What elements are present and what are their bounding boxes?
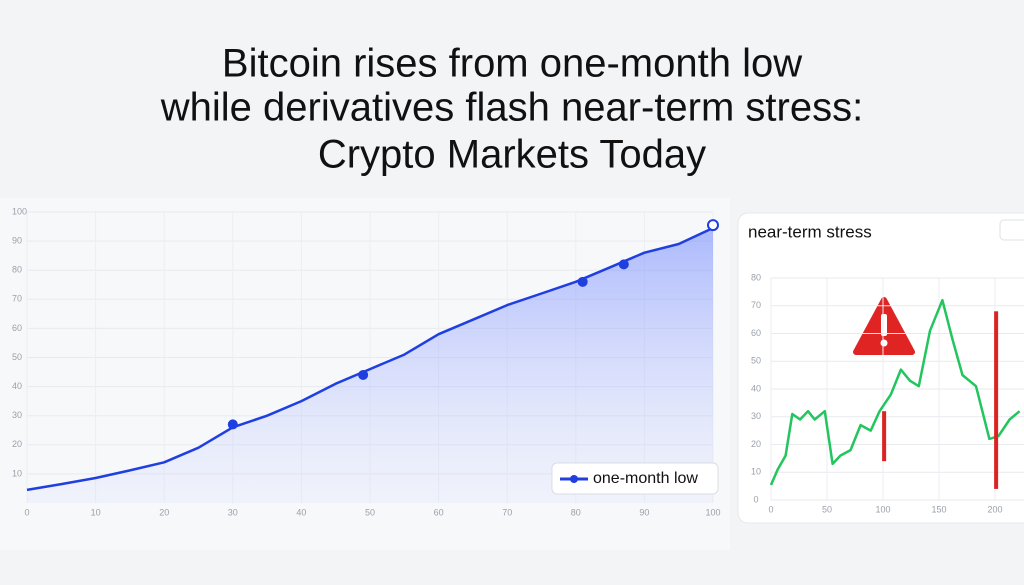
card-title: near-term stress (748, 222, 872, 241)
warning-dot (880, 339, 888, 347)
warning-bang (881, 314, 887, 336)
headline: Bitcoin rises from one-month low while d… (160, 42, 863, 177)
y-tick-label: 20 (751, 439, 761, 449)
series-line (26, 226, 714, 492)
y-tick-label: 50 (751, 356, 761, 366)
y-tick-label: 70 (12, 294, 22, 304)
legend-label: one-month low (593, 470, 698, 487)
legend: one-month low (551, 462, 719, 495)
x-tick-label: 90 (639, 507, 649, 517)
y-tick-label: 40 (12, 381, 22, 391)
plot (769, 277, 1024, 501)
y-tick-label: 70 (751, 300, 761, 310)
y-tick-label: 0 (753, 494, 758, 504)
main-chart: 10 20 30 40 50 60 70 80 90 100 0 10 20 30 40 50 60 70 80 90… (12, 206, 721, 517)
x-tick-label: 30 (228, 507, 238, 517)
y-tick-label: 40 (751, 383, 761, 393)
y-tick-label: 10 (12, 468, 22, 478)
event-bar (882, 411, 887, 462)
x-tick-label: 50 (822, 504, 832, 514)
marker (358, 369, 369, 380)
card-button[interactable] (999, 219, 1024, 241)
x-tick-label: 40 (296, 507, 306, 517)
stress-chart: 0 10 20 30 40 50 60 70 80 0 50 100 150 200 (751, 272, 1024, 514)
headline-line: while derivatives flash near-term stress… (160, 86, 863, 130)
right-card (737, 212, 1024, 524)
y-tick-label: 50 (12, 352, 22, 362)
x-tick-label: 100 (875, 504, 890, 514)
x-tick-label: 60 (434, 507, 444, 517)
y-tick-label: 90 (12, 235, 22, 245)
legend-box (551, 462, 719, 495)
y-tick-label: 30 (12, 410, 22, 420)
y-tick-label: 100 (12, 206, 27, 216)
marker (227, 419, 238, 430)
legend-dot (570, 475, 578, 483)
x-tick-label: 80 (571, 507, 581, 517)
headline-line: Crypto Markets Today (318, 133, 706, 177)
y-tick-label: 60 (12, 323, 22, 333)
x-tick-label: 0 (24, 507, 29, 517)
y-tick-label: 10 (751, 467, 761, 477)
y-tick-label: 30 (751, 411, 761, 421)
x-tick-label: 150 (931, 504, 946, 514)
series-line (769, 298, 1021, 486)
area-fill (27, 228, 713, 503)
y-tick-label: 80 (751, 272, 761, 282)
x-tick-label: 10 (91, 507, 101, 517)
x-tick-label: 200 (987, 504, 1002, 514)
x-tick-label: 70 (502, 507, 512, 517)
headline-line: Bitcoin rises from one-month low (222, 42, 802, 86)
x-tick-label: 20 (159, 507, 169, 517)
y-tick-label: 80 (12, 265, 22, 275)
marker (618, 259, 629, 270)
y-tick-label: 60 (751, 328, 761, 338)
x-tick-label: 100 (705, 507, 720, 517)
event-bar (994, 311, 999, 489)
marker (707, 219, 719, 232)
y-tick-label: 20 (12, 439, 22, 449)
marker (577, 276, 588, 287)
x-tick-label: 50 (365, 507, 375, 517)
x-tick-label: 0 (768, 504, 773, 514)
